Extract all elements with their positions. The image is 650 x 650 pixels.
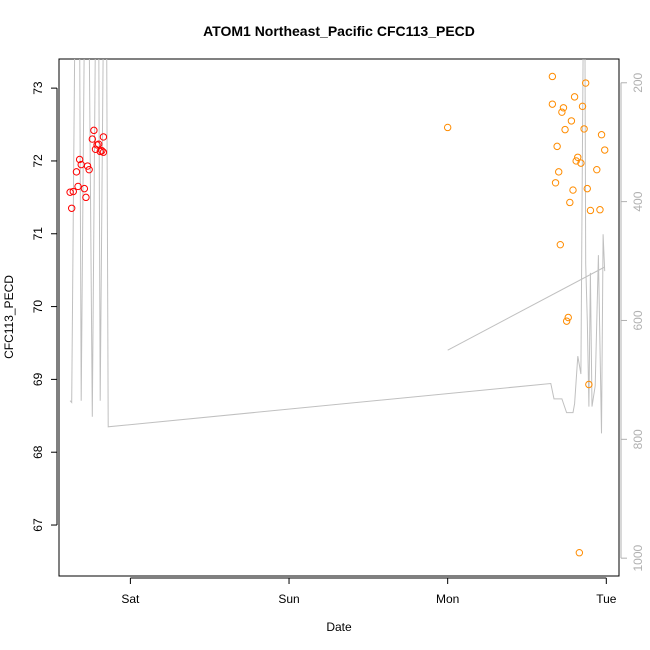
x-tick-label: Sat [121,592,140,606]
orange-data-point [556,240,565,249]
orange-data-point [569,186,577,194]
y-tick-label: 72 [31,154,45,168]
x-axis: Sat Sun Mon Tue [121,577,617,606]
orange-data-point [567,117,576,125]
orange-data-point [578,102,587,111]
orange-data-point [566,198,574,207]
orange-data-point [561,125,569,134]
orange-data-point [580,125,588,133]
red-data-point [98,147,106,155]
orange-data-point [593,165,601,174]
red-data-point [85,165,93,174]
x-tick-label: Tue [596,592,617,606]
y-tick-label: 70 [31,300,45,314]
orange-data-point [601,146,609,154]
red-data-point [83,162,92,170]
right-tick-label: 1000 [631,545,645,572]
orange-data-point [597,131,606,139]
orange-data-point [548,100,557,108]
y-tick-label: 71 [31,227,45,241]
orange-data-point [562,317,571,325]
orange-data-point [586,206,595,215]
orange-data-point [581,79,590,87]
red-data-point [94,140,103,148]
y-axis-label: CFC113_PECD [2,275,16,359]
y-tick-label: 67 [31,518,45,532]
orange-data-point [558,108,566,116]
depth-line [69,59,606,434]
red-data-point [75,155,84,164]
plot-frame [58,58,620,577]
orange-data-point [548,72,557,81]
red-data-point [90,126,98,135]
red-data-point [99,133,108,141]
orange-data-point [596,206,604,214]
red-data-point [99,148,108,156]
data-points [66,72,609,557]
right-tick-label: 800 [631,429,645,449]
orange-data-point [572,157,580,165]
right-tick-label: 600 [631,310,645,330]
red-data-point [80,184,89,193]
orange-data-point [570,93,579,101]
y-axis-right: 200 400 600 800 1000 [620,72,645,572]
trend-line [447,266,605,351]
red-data-point [82,193,90,202]
orange-data-point [564,313,572,322]
orange-data-point [575,548,584,557]
orange-data-point [443,123,452,132]
orange-data-point [551,179,560,187]
chart-title: ATOM1 Northeast_Pacific CFC113_PECD [203,23,475,39]
orange-data-point [555,168,563,176]
orange-data-point [585,380,593,389]
y-tick-label: 69 [31,372,45,386]
x-tick-label: Sun [278,592,299,606]
x-tick-label: Mon [436,592,459,606]
red-data-point [69,187,77,196]
right-tick-label: 400 [631,191,645,211]
red-data-point [74,182,82,191]
red-data-point [67,204,76,212]
orange-data-point [577,159,585,167]
y-tick-label: 68 [31,445,45,459]
orange-data-point [574,153,582,162]
red-data-point [66,188,74,196]
orange-data-point [583,184,591,193]
red-data-point [88,135,97,143]
depth-lines [69,59,606,434]
y-axis: 67 68 69 70 71 72 73 [31,81,58,532]
right-tick-label: 200 [631,72,645,92]
orange-data-point [559,104,568,112]
x-axis-label: Date [326,620,352,634]
orange-data-point [553,142,561,151]
y-tick-label: 73 [31,81,45,95]
red-data-point [72,168,81,176]
